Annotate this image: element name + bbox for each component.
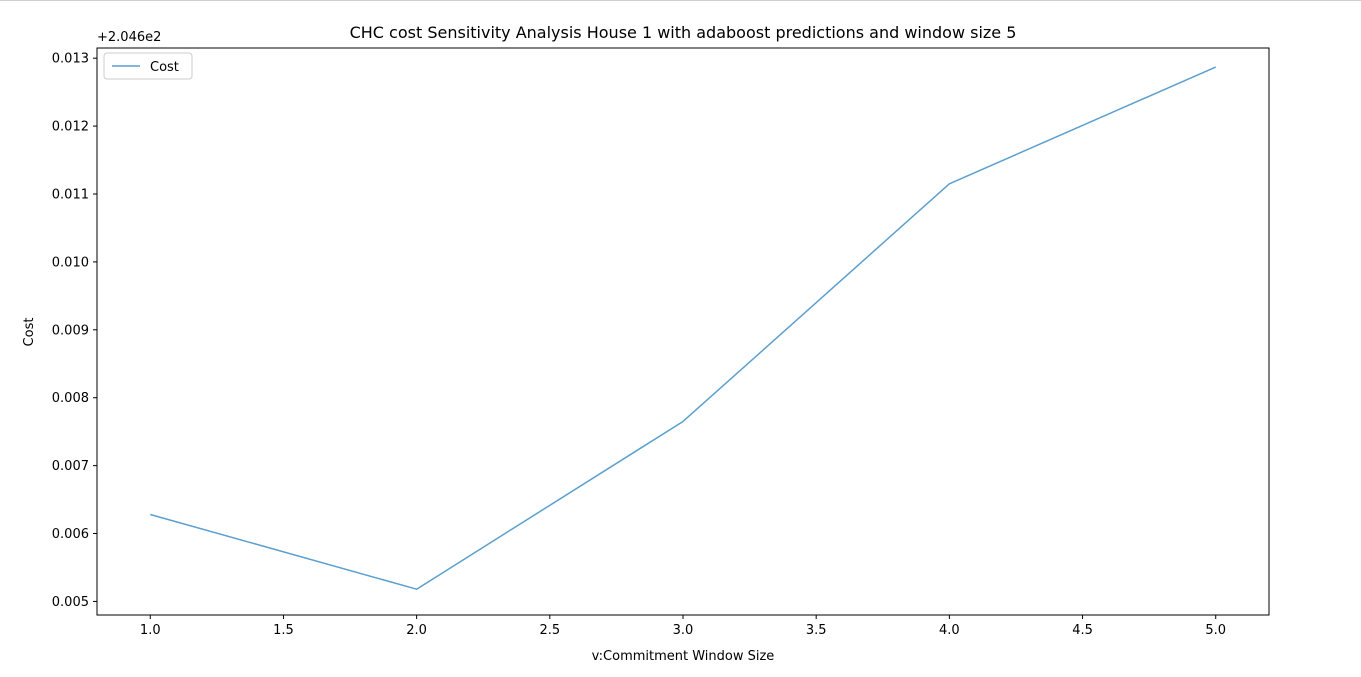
legend: Cost xyxy=(103,52,193,80)
x-tick-label: 3.0 xyxy=(673,623,694,638)
plot-frame xyxy=(96,47,1270,616)
y-tick-label: 0.007 xyxy=(52,459,89,474)
legend-label: Cost xyxy=(150,60,179,75)
y-axis-label: Cost xyxy=(22,318,37,347)
y-tick-label: 0.008 xyxy=(52,391,89,406)
y-tick-label: 0.013 xyxy=(52,52,89,67)
y-tick-label: 0.011 xyxy=(52,187,89,202)
chart-title: CHC cost Sensitivity Analysis House 1 wi… xyxy=(350,23,1017,42)
x-tick-label: 4.5 xyxy=(1072,623,1093,638)
top-divider xyxy=(0,0,1361,1)
y-tick-label: 0.005 xyxy=(52,595,89,610)
x-axis-label: v:Commitment Window Size xyxy=(592,649,775,664)
series-line-cost xyxy=(150,66,1217,590)
x-tick-label: 1.5 xyxy=(273,623,294,638)
y-axis-offset-label: +2.046e2 xyxy=(97,30,161,45)
x-tick-label: 2.0 xyxy=(406,623,427,638)
x-tick-label: 2.5 xyxy=(539,623,560,638)
legend-box xyxy=(103,52,193,80)
x-tick-label: 5.0 xyxy=(1205,623,1226,638)
y-tick-label: 0.009 xyxy=(52,323,89,338)
series-layer xyxy=(150,66,1217,590)
y-tick-label: 0.010 xyxy=(52,255,89,270)
axes: 1.0 1.5 2.0 2.5 3.0 3.5 4.0 4.5 5.0 0.005 0.006 0.0… xyxy=(52,47,1270,638)
y-tick-label: 0.012 xyxy=(52,120,89,135)
y-tick-label: 0.006 xyxy=(52,527,89,542)
x-tick-label: 1.0 xyxy=(140,623,161,638)
x-tick-label: 4.0 xyxy=(939,623,960,638)
x-tick-label: 3.5 xyxy=(806,623,827,638)
